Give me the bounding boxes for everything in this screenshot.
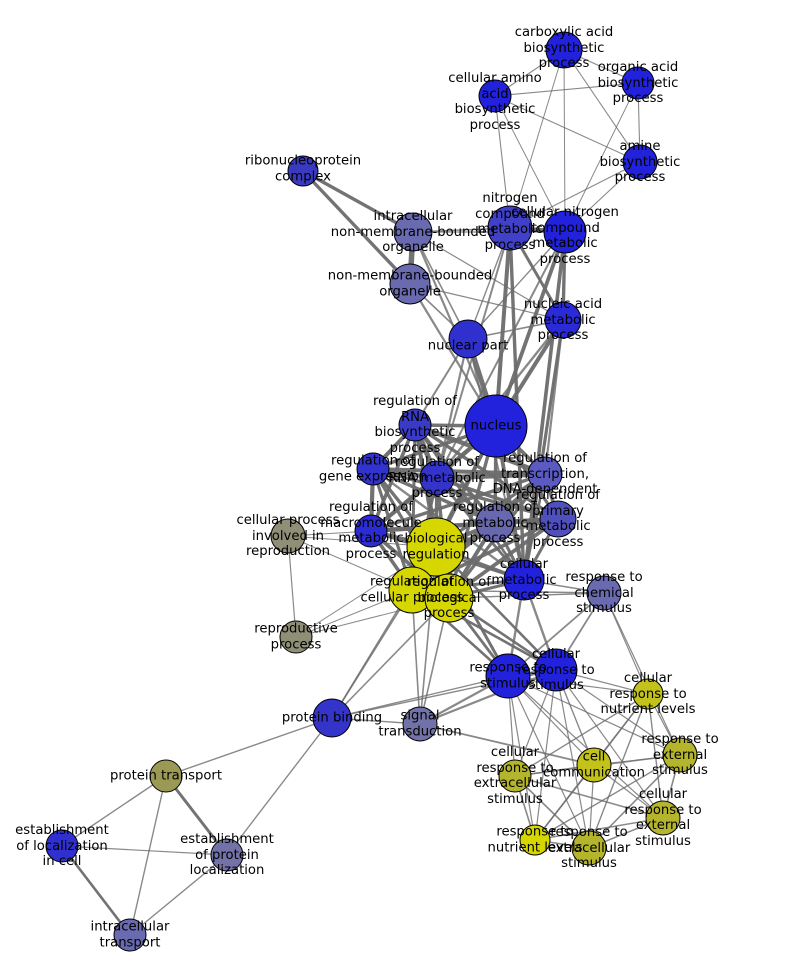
graph-edge	[467, 231, 566, 340]
graph-node[interactable]	[539, 500, 577, 538]
graph-edge	[372, 467, 559, 521]
graph-edge	[494, 82, 639, 97]
graph-edge	[129, 775, 167, 936]
graph-edge	[507, 675, 664, 819]
graph-edge	[588, 754, 681, 849]
graph-node[interactable]	[621, 66, 655, 100]
graph-edge	[534, 669, 557, 841]
graph-node[interactable]	[487, 205, 533, 251]
graph-edge	[331, 597, 450, 719]
graph-node[interactable]	[210, 838, 244, 872]
graph-node[interactable]	[534, 648, 578, 692]
graph-node[interactable]	[406, 517, 466, 577]
graph-edge	[494, 227, 512, 427]
graph-edge	[509, 49, 565, 229]
graph-edge	[603, 592, 681, 756]
graph-edge	[302, 169, 414, 234]
graph-node[interactable]	[498, 759, 532, 793]
graph-edge	[494, 95, 566, 233]
graph-node[interactable]	[448, 319, 488, 359]
graph-node[interactable]	[402, 706, 438, 742]
graph-node[interactable]	[519, 824, 551, 856]
graph-node[interactable]	[545, 31, 583, 69]
graph-edge	[419, 723, 595, 766]
graph-node[interactable]	[662, 737, 698, 773]
graph-edge	[419, 668, 557, 726]
graph-node[interactable]	[398, 408, 432, 442]
graph-edge	[412, 231, 469, 340]
graph-node[interactable]	[478, 79, 512, 113]
graph-edge	[61, 775, 167, 847]
graph-node[interactable]	[279, 620, 313, 654]
graph-edge	[534, 817, 664, 841]
graph-node[interactable]	[527, 456, 563, 492]
graph-node[interactable]	[354, 514, 388, 548]
edge-layer	[60, 49, 681, 936]
graph-node[interactable]	[503, 559, 545, 601]
graph-edge	[494, 95, 641, 163]
graph-edge	[509, 161, 641, 229]
node-layer	[45, 31, 698, 952]
graph-node[interactable]	[393, 212, 433, 252]
graph-edge	[563, 49, 566, 233]
graph-node[interactable]	[45, 829, 79, 863]
graph-node[interactable]	[645, 800, 681, 836]
graph-edge	[564, 82, 639, 233]
graph-edge	[436, 231, 566, 479]
graph-edge	[507, 675, 590, 849]
graph-edge	[543, 319, 565, 475]
graph-edge	[409, 283, 564, 321]
graph-node[interactable]	[586, 575, 622, 611]
graph-edge	[514, 693, 649, 777]
graph-node[interactable]	[149, 759, 183, 793]
graph-edge	[647, 693, 664, 819]
graph-node[interactable]	[356, 452, 390, 486]
graph-node[interactable]	[270, 518, 306, 554]
graph-edge	[164, 775, 229, 856]
graph-node[interactable]	[389, 263, 431, 305]
graph-edge	[412, 231, 564, 321]
graph-edge	[534, 754, 681, 841]
graph-node[interactable]	[576, 747, 612, 783]
graph-edge	[555, 669, 590, 849]
graph-node[interactable]	[464, 394, 528, 458]
graph-node[interactable]	[287, 155, 319, 187]
graph-node[interactable]	[424, 573, 474, 623]
graph-edge	[435, 338, 470, 479]
graph-edge	[563, 49, 641, 163]
graph-edge	[226, 717, 333, 856]
graph-node[interactable]	[543, 210, 587, 254]
graph-node[interactable]	[485, 653, 531, 699]
graph-edge	[372, 467, 496, 525]
graph-node[interactable]	[113, 918, 147, 952]
graph-edge	[370, 472, 546, 533]
graph-edge	[514, 775, 664, 819]
graph-edge	[370, 516, 559, 534]
graph-edge	[494, 231, 567, 427]
graph-node[interactable]	[544, 301, 582, 339]
graph-edge	[413, 423, 497, 525]
graph-edge	[588, 693, 649, 849]
graph-edge	[60, 845, 132, 936]
graph-edge	[331, 675, 509, 719]
graph-edge	[372, 467, 546, 476]
graph-edge	[301, 169, 412, 286]
graph-edge	[61, 845, 228, 856]
graph-node[interactable]	[312, 698, 352, 738]
graph-node[interactable]	[419, 460, 455, 496]
graph-node[interactable]	[622, 144, 658, 180]
graph-node[interactable]	[632, 678, 664, 710]
graph-edge	[129, 854, 228, 936]
graph-edge	[165, 717, 333, 777]
graph-edge	[419, 546, 437, 725]
graph-edge	[507, 675, 681, 756]
graph-node[interactable]	[571, 830, 607, 866]
graph-node[interactable]	[475, 503, 515, 543]
